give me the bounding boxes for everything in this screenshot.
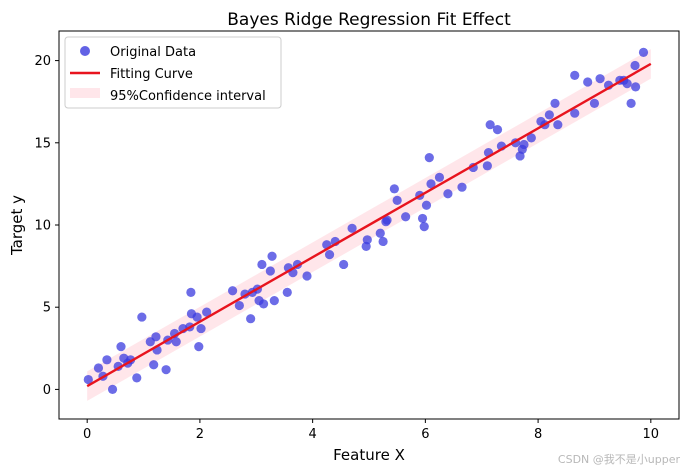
data-point bbox=[424, 152, 434, 163]
x-tick-label: 6 bbox=[421, 427, 429, 442]
data-point bbox=[107, 384, 118, 395]
data-point bbox=[324, 249, 335, 260]
data-point bbox=[443, 189, 453, 199]
data-point bbox=[630, 60, 640, 71]
data-point bbox=[246, 314, 256, 324]
data-point bbox=[570, 108, 580, 118]
fitting-curve bbox=[86, 62, 652, 388]
data-point bbox=[419, 222, 429, 232]
data-point bbox=[583, 77, 593, 87]
data-point bbox=[421, 200, 432, 210]
legend-label-original-data: Original Data bbox=[110, 45, 196, 60]
x-axis-label: Feature X bbox=[333, 446, 405, 464]
y-tick-label: 15 bbox=[34, 136, 51, 151]
y-tick-label: 20 bbox=[34, 54, 51, 69]
data-point bbox=[151, 332, 161, 342]
data-point bbox=[638, 47, 649, 57]
data-point bbox=[378, 236, 388, 247]
y-axis: 0 5 10 15 20 bbox=[34, 54, 59, 398]
y-tick-label: 10 bbox=[34, 219, 51, 234]
y-axis-label: Target y bbox=[8, 195, 26, 256]
data-point bbox=[631, 82, 641, 92]
data-point bbox=[553, 120, 563, 130]
data-point bbox=[282, 287, 292, 298]
data-point bbox=[544, 110, 554, 120]
data-point bbox=[434, 172, 445, 182]
data-point bbox=[149, 360, 159, 370]
data-point bbox=[401, 212, 411, 222]
data-point bbox=[196, 323, 206, 334]
data-point bbox=[492, 125, 503, 135]
data-point bbox=[362, 235, 372, 245]
data-point bbox=[626, 98, 636, 108]
data-point bbox=[259, 299, 269, 309]
data-point bbox=[485, 120, 495, 130]
data-point bbox=[347, 223, 357, 233]
data-point bbox=[234, 300, 244, 311]
data-point bbox=[116, 342, 126, 352]
x-axis: 0 2 4 6 8 10 bbox=[83, 419, 659, 442]
data-point bbox=[382, 215, 392, 225]
legend-frame bbox=[64, 36, 282, 109]
data-point bbox=[526, 133, 536, 143]
x-tick-label: 10 bbox=[643, 427, 660, 442]
data-point bbox=[426, 179, 436, 189]
data-point bbox=[137, 312, 147, 322]
data-point bbox=[132, 373, 142, 383]
data-point bbox=[265, 266, 275, 276]
data-point bbox=[202, 307, 212, 317]
x-tick-label: 2 bbox=[196, 427, 204, 442]
data-point bbox=[192, 312, 202, 322]
legend-label-confidence-interval: 95%Confidence interval bbox=[110, 89, 266, 104]
data-point bbox=[570, 70, 580, 80]
watermark: CSDN @我不是小upper bbox=[558, 453, 681, 466]
data-point bbox=[228, 286, 238, 296]
data-point bbox=[417, 213, 428, 224]
legend-marker-confidence-interval bbox=[70, 88, 100, 98]
y-tick-label: 0 bbox=[43, 383, 51, 398]
data-point bbox=[186, 287, 196, 298]
data-point bbox=[194, 342, 204, 352]
data-point bbox=[171, 337, 181, 347]
data-point bbox=[102, 355, 112, 365]
data-point bbox=[375, 228, 385, 238]
x-tick-label: 0 bbox=[83, 427, 91, 442]
data-point bbox=[482, 161, 492, 171]
data-point bbox=[161, 365, 171, 375]
chart-title: Bayes Ridge Regression Fit Effect bbox=[227, 10, 511, 30]
legend-label-fitting-curve: Fitting Curve bbox=[110, 67, 193, 82]
data-point bbox=[389, 184, 399, 194]
data-point bbox=[457, 182, 467, 192]
data-point bbox=[550, 98, 560, 108]
data-point bbox=[269, 296, 279, 306]
x-tick-label: 4 bbox=[308, 427, 316, 442]
data-point bbox=[392, 195, 402, 205]
data-point bbox=[589, 98, 600, 108]
data-point bbox=[83, 374, 93, 385]
x-tick-label: 8 bbox=[534, 427, 542, 442]
legend-marker-original-data bbox=[80, 46, 90, 56]
data-point bbox=[267, 251, 277, 261]
legend: Original Data Fitting Curve 95%Confidenc… bbox=[64, 36, 282, 109]
data-point bbox=[339, 259, 349, 270]
data-point bbox=[622, 79, 632, 89]
data-point bbox=[595, 74, 605, 84]
data-point bbox=[302, 271, 312, 281]
data-point bbox=[257, 259, 267, 270]
data-point bbox=[93, 363, 104, 373]
plot-area bbox=[83, 47, 652, 401]
y-tick-label: 5 bbox=[43, 301, 51, 316]
data-point bbox=[519, 139, 529, 150]
